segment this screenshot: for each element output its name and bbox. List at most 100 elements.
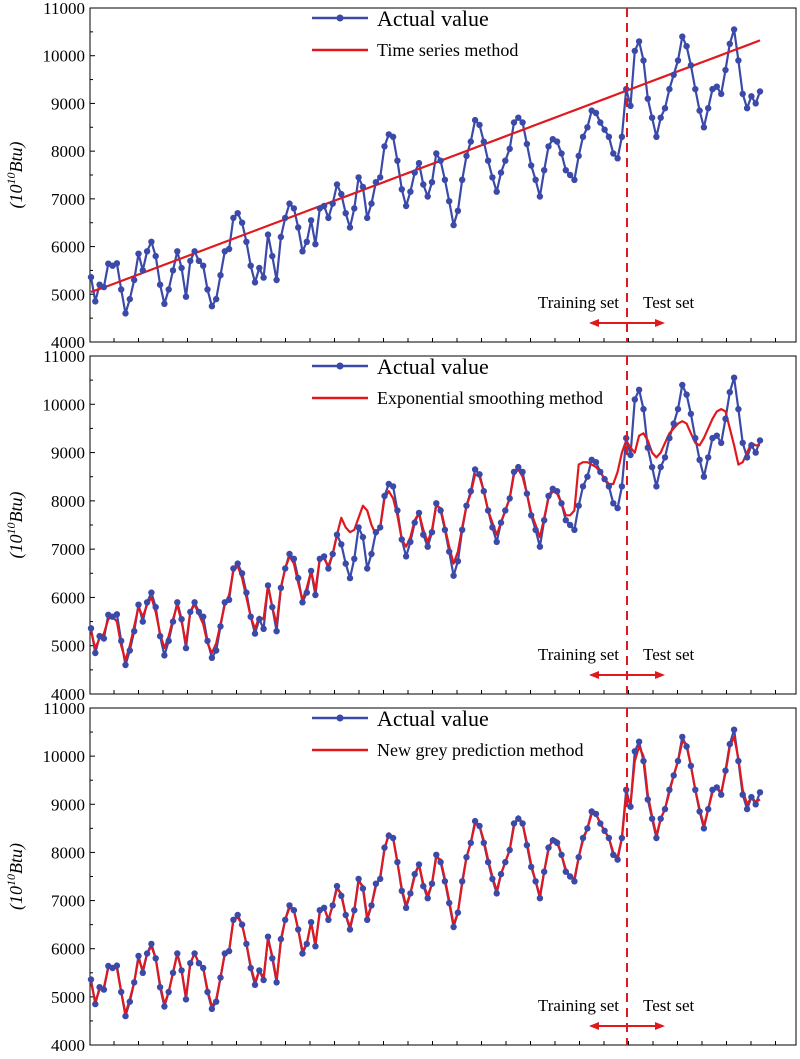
actual-value-point <box>269 603 276 611</box>
actual-value-point <box>238 219 246 226</box>
actual-value-point <box>333 531 341 538</box>
y-axis-label-exponent: 10 <box>4 874 18 886</box>
actual-value-point <box>92 649 99 657</box>
actual-value-point <box>372 880 380 887</box>
actual-value-point <box>463 854 470 861</box>
actual-value-point <box>407 188 414 195</box>
actual-value-point <box>428 529 436 536</box>
actual-value-point <box>679 33 686 40</box>
actual-value-point <box>131 276 138 284</box>
actual-value-point <box>277 935 285 943</box>
actual-value-point <box>523 842 531 849</box>
actual-value-point <box>506 145 513 152</box>
actual-value-point <box>156 281 164 288</box>
chart-panel-3: 4000500060007000800090001000011000(1010B… <box>4 699 797 1055</box>
actual-value-point <box>476 121 483 129</box>
actual-value-point <box>428 880 436 887</box>
actual-value-point <box>536 193 544 200</box>
actual-value-point <box>131 979 138 986</box>
y-tick-label: 11000 <box>43 0 85 18</box>
actual-value-point <box>471 466 479 473</box>
actual-value-point <box>696 808 703 815</box>
actual-value-point <box>497 870 505 878</box>
actual-value-point <box>277 233 285 241</box>
y-tick-label: 7000 <box>51 540 85 559</box>
actual-value-point <box>553 839 561 846</box>
actual-value-point <box>446 548 453 555</box>
y-axis-label-unit: Btu <box>6 498 26 523</box>
actual-value-point <box>692 434 699 442</box>
actual-value-point <box>355 524 362 531</box>
actual-value-point <box>290 907 298 914</box>
actual-value-point <box>635 386 643 393</box>
actual-value-point <box>510 820 518 827</box>
y-axis-label-open: ( <box>6 903 27 910</box>
actual-value-point <box>394 858 401 866</box>
actual-value-point <box>148 238 155 245</box>
y-axis-label: (1010Btu) <box>4 142 27 209</box>
actual-value-point <box>299 248 306 255</box>
actual-value-point <box>208 1005 216 1013</box>
actual-value-point <box>476 822 483 830</box>
actual-value-point <box>566 873 574 880</box>
actual-value-point <box>264 933 272 940</box>
actual-value-point <box>411 519 418 526</box>
actual-value-point <box>726 389 733 396</box>
actual-value-point <box>338 190 345 198</box>
actual-value-point <box>592 810 600 818</box>
actual-value-point <box>243 589 250 596</box>
actual-value-point <box>683 743 690 750</box>
actual-value-point <box>454 207 462 214</box>
actual-value-point <box>161 1003 168 1010</box>
actual-value-point <box>722 767 729 774</box>
y-axis-label-exponent: 10 <box>4 173 18 185</box>
actual-value-point <box>169 969 177 976</box>
actual-value-point <box>743 105 751 112</box>
actual-value-point <box>402 904 410 911</box>
actual-value-point <box>467 138 474 145</box>
actual-value-point <box>476 471 483 478</box>
actual-value-point <box>446 899 453 907</box>
actual-value-point <box>562 868 569 875</box>
actual-value-point <box>541 868 548 875</box>
actual-value-point <box>653 133 660 140</box>
actual-value-point <box>523 140 531 148</box>
actual-value-point <box>739 90 746 98</box>
actual-value-point <box>174 599 181 606</box>
actual-value-point <box>713 83 720 90</box>
actual-value-point <box>100 283 108 291</box>
actual-value-point <box>269 252 276 260</box>
actual-value-point <box>282 214 289 222</box>
actual-value-point <box>204 637 211 645</box>
actual-value-line <box>89 376 762 667</box>
actual-value-point <box>234 911 241 919</box>
actual-value-point <box>152 252 159 260</box>
actual-value-point <box>415 159 423 167</box>
actual-value-point <box>541 517 548 524</box>
legend: Actual value Exponential smoothing method <box>312 354 603 408</box>
actual-value-point <box>381 492 388 500</box>
actual-value-point <box>657 463 664 471</box>
actual-value-point <box>342 911 349 919</box>
actual-value-point <box>756 88 764 95</box>
actual-value-point <box>282 916 289 923</box>
actual-value-point <box>260 274 267 281</box>
actual-value-point <box>415 509 423 517</box>
actual-value-point <box>748 442 755 449</box>
actual-value-point <box>735 57 742 64</box>
actual-value-point <box>377 875 384 883</box>
actual-value-point <box>679 381 686 389</box>
y-axis-label: (1010Btu) <box>4 492 27 559</box>
actual-value-point <box>497 169 505 176</box>
actual-value-point <box>295 926 302 933</box>
actual-value-point <box>273 276 280 284</box>
actual-value-point <box>122 661 129 669</box>
actual-value-point <box>191 248 198 255</box>
actual-value-point <box>126 998 133 1005</box>
actual-value-point <box>610 500 617 507</box>
actual-value-point <box>648 815 656 822</box>
actual-value-point <box>459 878 466 885</box>
y-tick-label: 4000 <box>51 333 85 352</box>
actual-value-point <box>415 861 423 868</box>
actual-value-point <box>441 176 449 183</box>
